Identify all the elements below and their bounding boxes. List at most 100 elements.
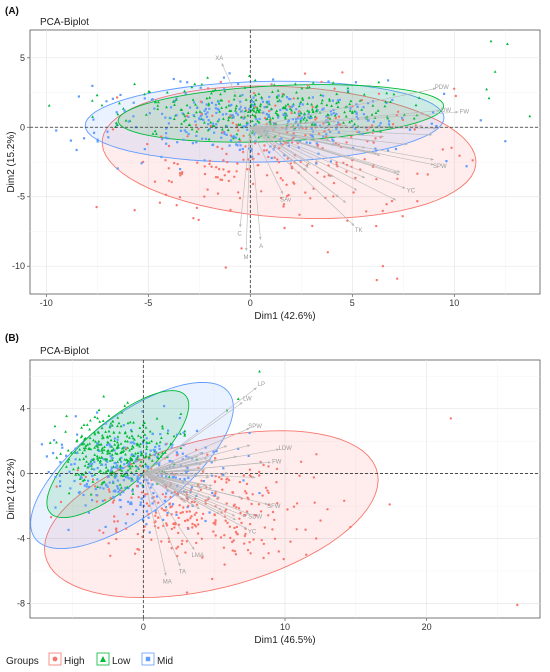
point-mid — [504, 140, 507, 143]
point-high — [282, 205, 285, 208]
point-mid — [173, 100, 176, 103]
point-low — [258, 104, 262, 108]
point-high — [115, 96, 119, 99]
point-mid — [252, 96, 255, 99]
variable-arrow — [250, 126, 433, 136]
point-mid — [222, 467, 225, 470]
point-high — [195, 206, 199, 210]
point-low — [116, 460, 119, 464]
point-mid — [223, 131, 226, 134]
point-high — [140, 491, 144, 494]
point-mid — [435, 125, 438, 128]
point-mid — [147, 516, 150, 519]
point-mid — [148, 457, 151, 460]
point-low — [85, 460, 88, 463]
point-mid — [172, 466, 175, 469]
point-high — [290, 111, 293, 115]
point-high — [154, 511, 158, 514]
variable-label: DW — [441, 108, 451, 114]
point-mid — [238, 148, 241, 151]
point-low — [156, 456, 160, 459]
variable-arrowhead — [199, 452, 203, 455]
point-mid — [171, 503, 175, 506]
point-mid — [175, 114, 178, 117]
point-low — [221, 127, 224, 131]
point-low — [335, 92, 339, 96]
point-mid — [136, 475, 139, 478]
point-mid — [215, 123, 218, 126]
point-high — [188, 510, 191, 513]
point-high — [298, 474, 301, 477]
point-mid — [115, 465, 118, 468]
point-high — [186, 526, 190, 530]
point-mid — [215, 111, 218, 114]
point-mid — [164, 136, 167, 139]
point-high — [254, 514, 257, 517]
point-mid — [91, 474, 94, 477]
point-high — [237, 507, 241, 510]
point-high — [261, 494, 264, 497]
point-high — [304, 528, 307, 531]
point-mid — [203, 109, 206, 112]
point-low — [126, 473, 129, 476]
point-mid — [127, 463, 130, 466]
point-mid — [254, 140, 257, 143]
point-low — [123, 458, 127, 461]
point-mid — [315, 142, 318, 145]
point-high — [282, 557, 285, 561]
point-high — [185, 540, 188, 543]
point-mid — [260, 97, 264, 100]
variable-label: LMA — [192, 553, 204, 559]
point-mid — [329, 160, 332, 163]
point-high — [144, 493, 147, 496]
point-mid — [291, 104, 295, 107]
point-high — [283, 226, 286, 230]
point-low — [107, 414, 111, 417]
point-mid — [252, 100, 255, 103]
point-mid — [325, 133, 328, 136]
point-high — [309, 197, 312, 200]
point-low — [276, 99, 280, 103]
y-tick-label: -5 — [17, 192, 25, 202]
point-high — [157, 516, 160, 519]
point-low — [160, 469, 164, 473]
point-high — [228, 525, 232, 528]
point-low — [173, 103, 176, 106]
point-low — [126, 468, 130, 472]
point-low — [258, 108, 262, 111]
point-high — [167, 167, 170, 170]
point-high — [288, 105, 291, 108]
point-mid — [289, 98, 292, 101]
point-low — [300, 86, 304, 90]
point-mid — [244, 106, 247, 110]
point-mid — [205, 103, 208, 106]
point-high — [186, 518, 189, 522]
point-mid — [83, 484, 86, 487]
point-mid — [122, 466, 125, 470]
point-mid — [367, 119, 370, 122]
point-mid — [267, 116, 270, 119]
point-mid — [181, 112, 184, 115]
point-high — [206, 453, 209, 456]
point-high — [264, 486, 268, 489]
point-mid — [479, 119, 482, 122]
point-low — [93, 473, 97, 476]
point-low — [328, 99, 331, 102]
point-mid — [189, 106, 192, 109]
variable-arrow — [143, 427, 250, 474]
point-mid — [387, 123, 391, 126]
variable-arrow — [250, 126, 384, 137]
point-low — [270, 107, 273, 110]
point-high — [221, 147, 224, 150]
point-mid — [118, 488, 121, 492]
point-low — [235, 132, 239, 136]
point-mid — [321, 108, 324, 111]
point-low — [346, 86, 350, 90]
point-high — [401, 118, 405, 122]
point-high — [157, 526, 160, 529]
point-high — [226, 521, 229, 525]
point-high — [286, 157, 289, 160]
point-low — [78, 457, 82, 461]
point-mid — [158, 447, 161, 450]
